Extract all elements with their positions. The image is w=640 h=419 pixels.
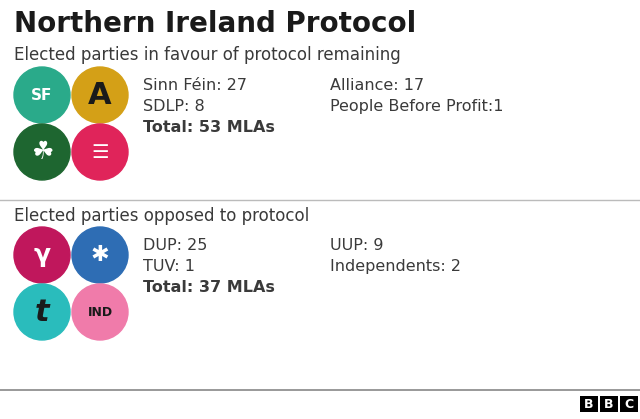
Text: Elected parties in favour of protocol remaining: Elected parties in favour of protocol re… bbox=[14, 46, 401, 64]
Text: UUP: 9: UUP: 9 bbox=[330, 238, 383, 253]
Circle shape bbox=[14, 227, 70, 283]
Text: ✱: ✱ bbox=[91, 245, 109, 265]
Text: SF: SF bbox=[31, 88, 52, 103]
Text: Elected parties opposed to protocol: Elected parties opposed to protocol bbox=[14, 207, 309, 225]
FancyBboxPatch shape bbox=[600, 396, 618, 412]
Text: t: t bbox=[35, 297, 49, 326]
Text: B: B bbox=[604, 398, 614, 411]
Circle shape bbox=[14, 284, 70, 340]
FancyBboxPatch shape bbox=[620, 396, 638, 412]
Text: γ: γ bbox=[33, 243, 51, 267]
Text: ☘: ☘ bbox=[31, 140, 53, 164]
Text: People Before Profit:1: People Before Profit:1 bbox=[330, 99, 504, 114]
Circle shape bbox=[72, 227, 128, 283]
Text: TUV: 1: TUV: 1 bbox=[143, 259, 195, 274]
Text: IND: IND bbox=[88, 305, 113, 318]
Circle shape bbox=[72, 124, 128, 180]
Text: Alliance: 17: Alliance: 17 bbox=[330, 78, 424, 93]
Circle shape bbox=[72, 67, 128, 123]
Text: B: B bbox=[584, 398, 594, 411]
Circle shape bbox=[14, 67, 70, 123]
Circle shape bbox=[72, 284, 128, 340]
Text: C: C bbox=[625, 398, 634, 411]
Text: Total: 37 MLAs: Total: 37 MLAs bbox=[143, 280, 275, 295]
Circle shape bbox=[14, 124, 70, 180]
Text: ☰: ☰ bbox=[92, 142, 109, 161]
Text: Northern Ireland Protocol: Northern Ireland Protocol bbox=[14, 10, 416, 38]
Text: A: A bbox=[88, 80, 112, 109]
FancyBboxPatch shape bbox=[580, 396, 598, 412]
Text: DUP: 25: DUP: 25 bbox=[143, 238, 207, 253]
Text: Independents: 2: Independents: 2 bbox=[330, 259, 461, 274]
Text: Total: 53 MLAs: Total: 53 MLAs bbox=[143, 120, 275, 135]
Text: SDLP: 8: SDLP: 8 bbox=[143, 99, 205, 114]
Text: Sinn Féin: 27: Sinn Féin: 27 bbox=[143, 78, 247, 93]
